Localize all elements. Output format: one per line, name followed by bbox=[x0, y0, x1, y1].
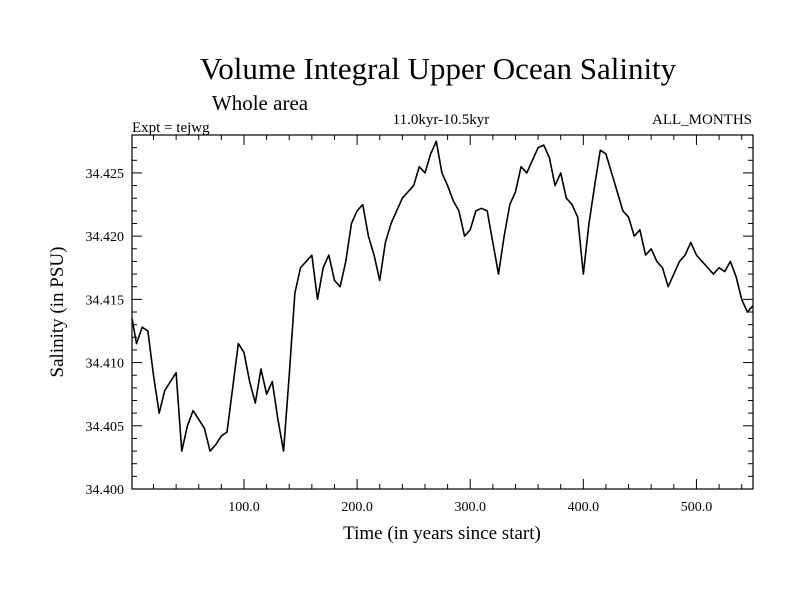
x-tick-label: 500.0 bbox=[681, 500, 713, 515]
x-tick-label: 300.0 bbox=[454, 500, 486, 515]
x-tick-label: 100.0 bbox=[228, 500, 260, 515]
y-tick-label: 34.410 bbox=[86, 357, 125, 372]
salinity-series-line bbox=[131, 140, 754, 452]
chart-title: Volume Integral Upper Ocean Salinity bbox=[200, 51, 677, 86]
tick-labels: 100.0 200.0 300.0 400.0 500.0 34.400 34.405 34.… bbox=[86, 167, 713, 515]
x-tick-label: 400.0 bbox=[568, 500, 600, 515]
y-tick-label: 34.420 bbox=[86, 230, 125, 245]
experiment-label: Expt = tejwg bbox=[132, 120, 210, 136]
y-tick-label: 34.415 bbox=[86, 293, 125, 308]
y-tick-label: 34.425 bbox=[86, 167, 125, 182]
axis-ticks bbox=[132, 135, 753, 490]
period-label: 11.0kyr-10.5kyr bbox=[393, 112, 490, 128]
y-tick-label: 34.400 bbox=[86, 483, 125, 498]
plot-frame bbox=[131, 134, 754, 490]
months-label: ALL_MONTHS bbox=[652, 112, 752, 128]
x-tick-label: 200.0 bbox=[341, 500, 373, 515]
x-axis-title: Time (in years since start) bbox=[343, 523, 541, 544]
y-tick-label: 34.405 bbox=[86, 420, 125, 435]
y-axis-title: Salinity (in PSU) bbox=[47, 247, 68, 378]
chart-subtitle: Whole area bbox=[212, 91, 309, 115]
